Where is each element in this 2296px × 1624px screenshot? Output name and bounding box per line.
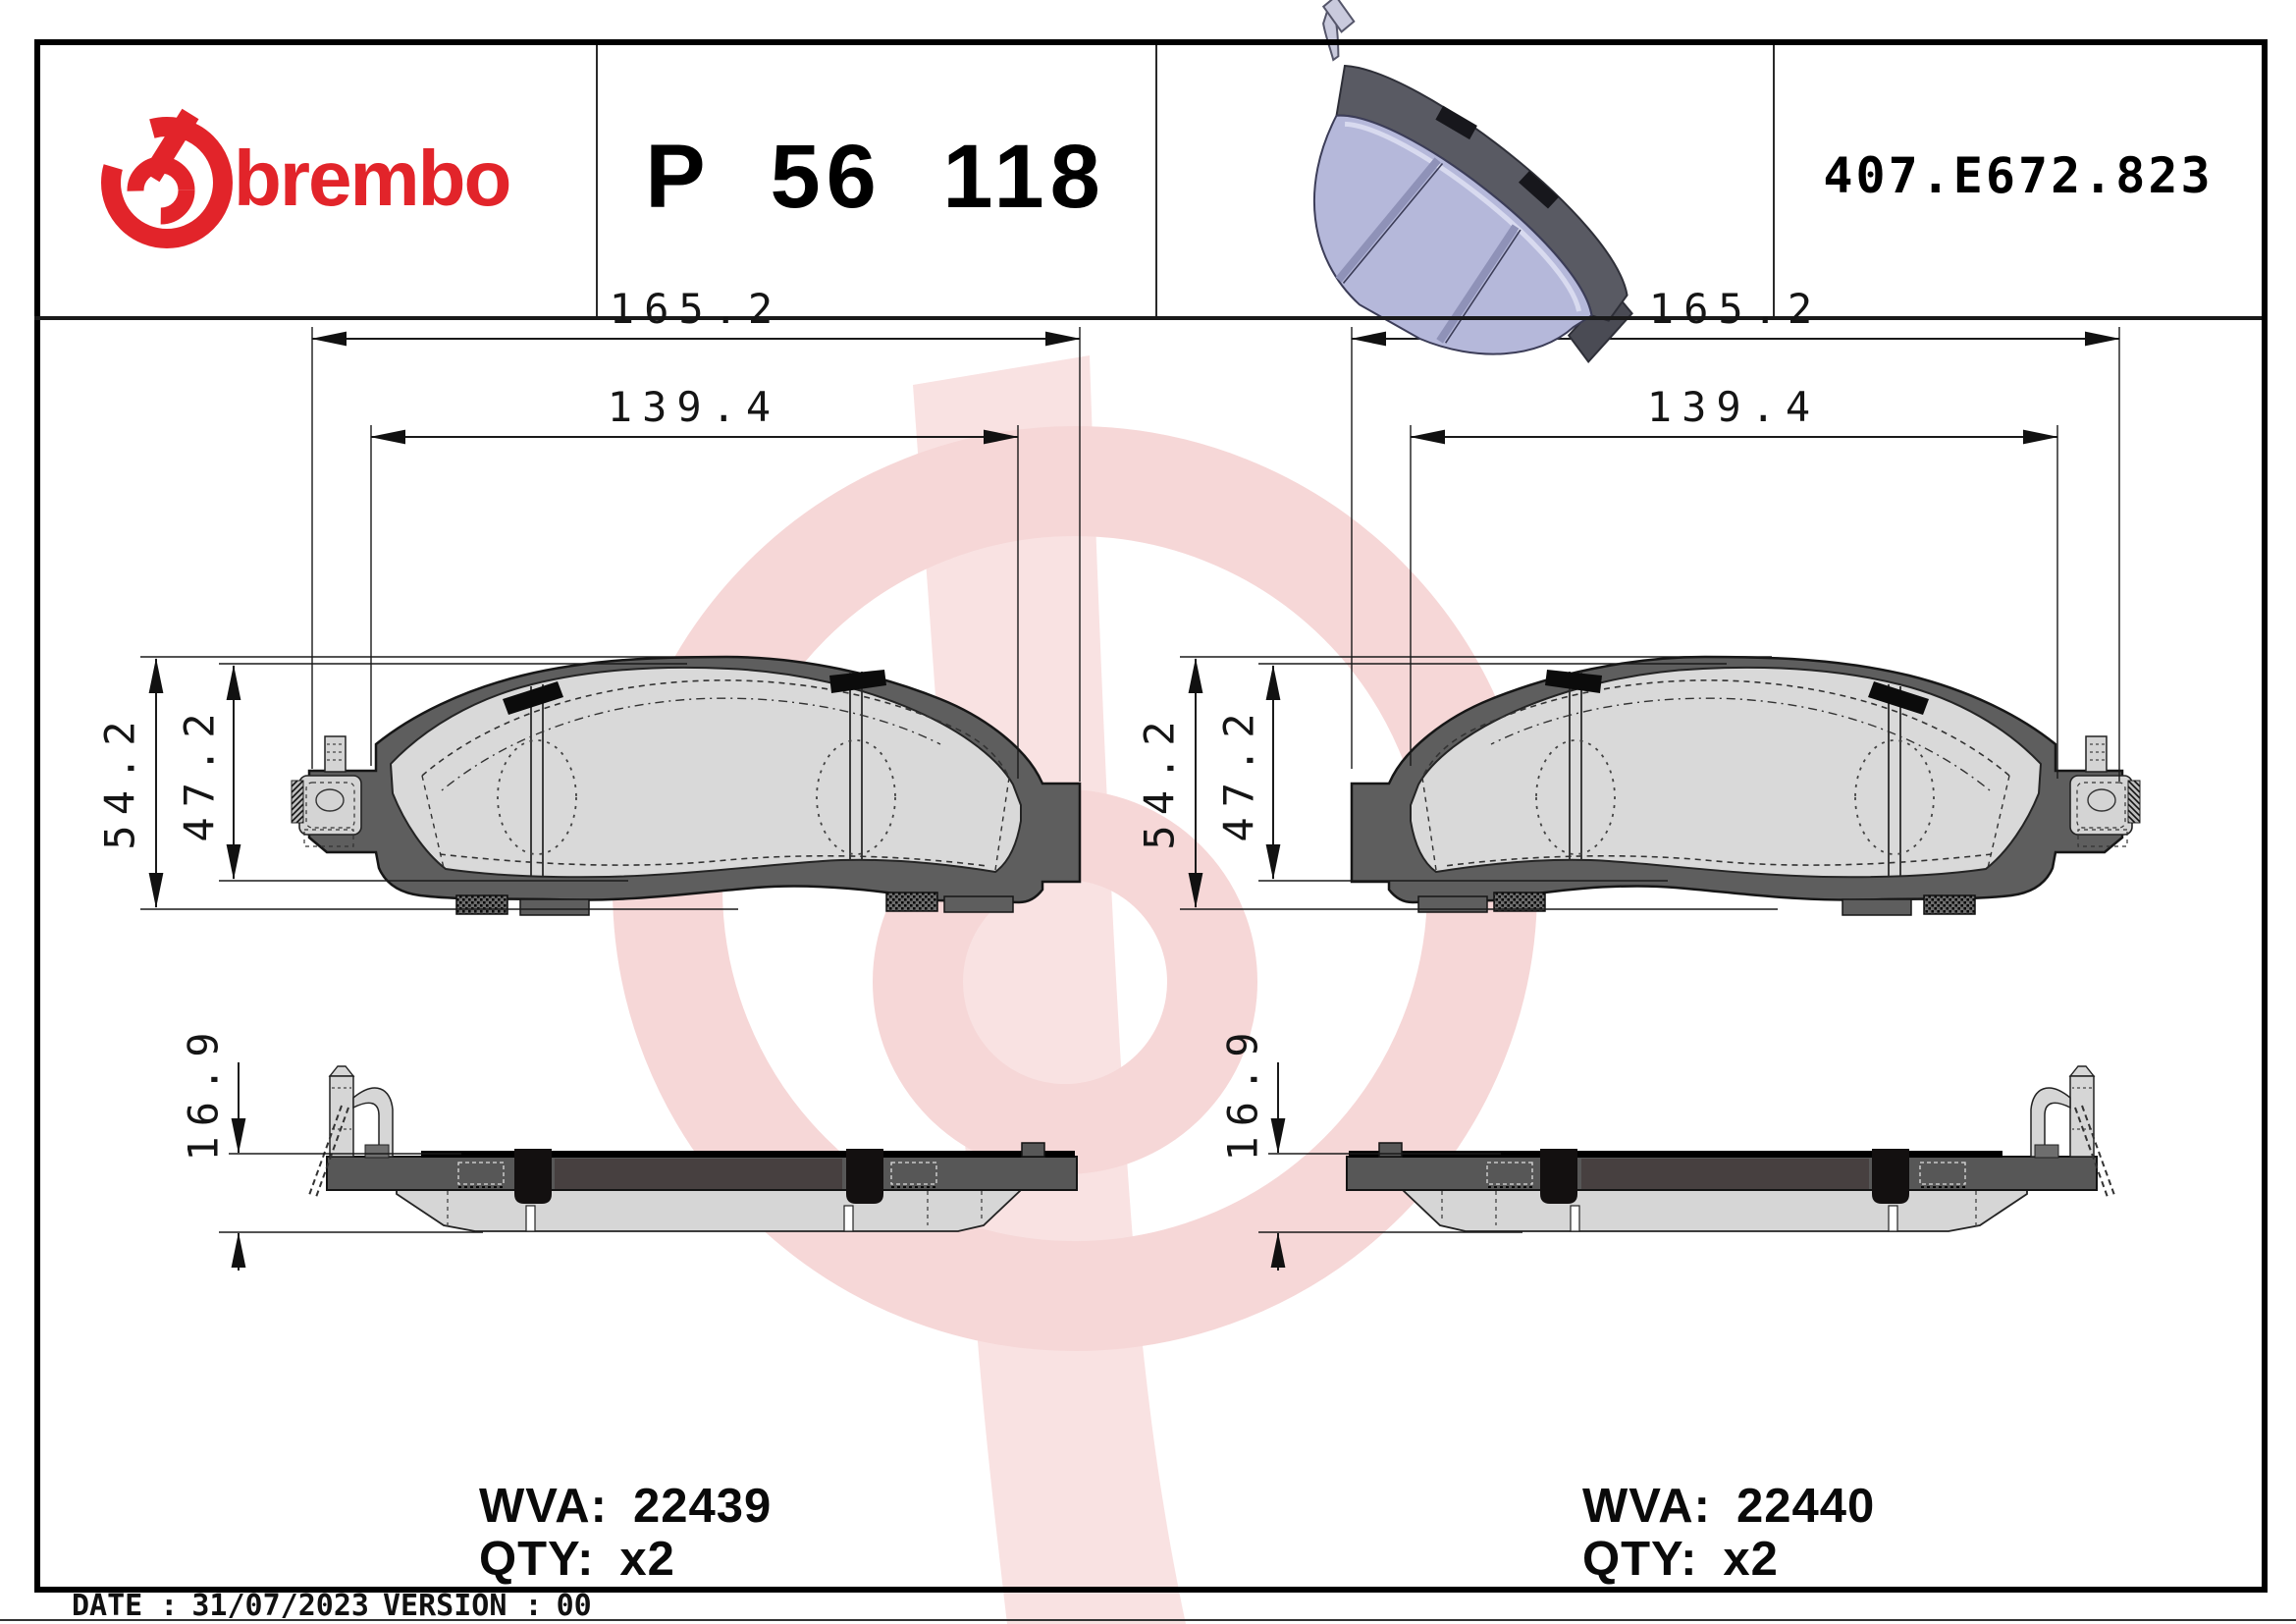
dim-right-overall-height: 54.2 [1135, 711, 1184, 850]
brembo-logo-icon [101, 108, 233, 248]
brembo-wordmark: brembo [234, 135, 511, 222]
qty-left-label: QTY: [479, 1533, 595, 1586]
qty-right-value: x2 [1723, 1533, 1779, 1586]
version-label: VERSION : [383, 1589, 543, 1623]
page-edge-line [0, 1619, 2296, 1621]
qty-right: QTY: x2 [1582, 1532, 1779, 1587]
dim-right-pad-width: 139.4 [1646, 383, 1821, 431]
brake-pad-3d-image [1312, 0, 1633, 364]
qty-left-value: x2 [619, 1533, 675, 1586]
sheet-border [34, 39, 2268, 1593]
qty-left: QTY: x2 [479, 1532, 675, 1587]
dim-right-overall-width: 165.2 [1648, 285, 1823, 333]
version-value: 00 [556, 1589, 592, 1623]
dim-left-overall-height: 54.2 [95, 711, 144, 850]
wva-right-value: 22440 [1736, 1480, 1876, 1533]
dim-left-pad-height: 47.2 [175, 703, 224, 842]
wva-left-label: WVA: [479, 1480, 608, 1533]
header-divider-3 [1773, 45, 1775, 316]
footer-date-version: DATE : 31/07/2023 VERSION : 00 [72, 1589, 606, 1623]
catalog-number: 407.E672.823 [1823, 147, 2214, 204]
dim-right-pad-height: 47.2 [1214, 703, 1263, 842]
wva-right-label: WVA: [1582, 1480, 1711, 1533]
date-value: 31/07/2023 [191, 1589, 369, 1623]
dim-left-overall-width: 165.2 [609, 285, 783, 333]
wva-left: WVA: 22439 [479, 1479, 772, 1534]
part-number: P 56 118 [645, 127, 1106, 227]
header-bottom-rule [34, 316, 2262, 320]
dim-right-thickness: 16.9 [1218, 1022, 1267, 1162]
dim-left-pad-width: 139.4 [607, 383, 781, 431]
header-divider-2 [1155, 45, 1157, 316]
date-label: DATE : [72, 1589, 179, 1623]
wva-left-value: 22439 [633, 1480, 773, 1533]
dim-left-thickness: 16.9 [179, 1022, 228, 1162]
header-divider-1 [596, 45, 598, 316]
qty-right-label: QTY: [1582, 1533, 1698, 1586]
wva-right: WVA: 22440 [1582, 1479, 1875, 1534]
